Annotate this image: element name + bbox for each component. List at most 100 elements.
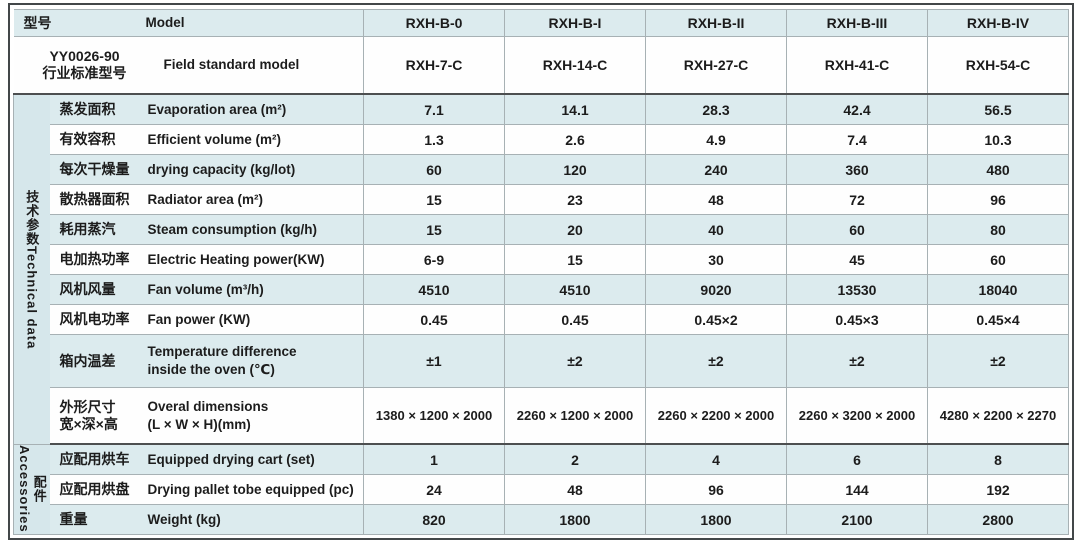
value-cell: 18040 — [927, 274, 1069, 305]
value-cell: 40 — [645, 214, 787, 245]
table-row-radiator-area: 散热器面积 Radiator area (m²) 15 23 48 72 96 — [14, 184, 1069, 215]
table-row-model: 型号 Model RXH-B-0 RXH-B-I RXH-B-II RXH-B-… — [13, 9, 1069, 37]
value-cell: 2.6 — [504, 124, 646, 155]
value-cell: 13530 — [786, 274, 928, 305]
value-cell: 15 — [363, 214, 505, 245]
model-label-cell: 型号 Model — [13, 9, 364, 37]
value-cell: 4280 × 2200 × 2270 — [927, 387, 1069, 445]
row-label-cn: 每次干燥量 — [59, 161, 130, 177]
row-label-en: Drying pallet tobe equipped (pc) — [147, 481, 354, 497]
value-cell: 2260 × 1200 × 2000 — [504, 387, 646, 445]
value-cell: 20 — [504, 214, 646, 245]
value-cell: 480 — [927, 154, 1069, 185]
group-technical-data: 技术参数Technical data — [13, 93, 50, 445]
model-name-cell: RXH-B-IV — [927, 9, 1069, 37]
value-cell: 48 — [504, 474, 646, 505]
row-label-cn: 散热器面积 — [59, 191, 130, 207]
value-cell: 60 — [927, 244, 1069, 275]
group-accessories-cn: 配件 — [31, 475, 47, 504]
group-accessories: 配件 Accessories — [13, 443, 50, 535]
table-row-drying-pallet: 应配用烘盘 Drying pallet tobe equipped (pc) 2… — [14, 474, 1069, 505]
value-cell: 0.45 — [504, 304, 646, 335]
value-cell: 30 — [645, 244, 787, 275]
standard-label-cell: YY0026-90 行业标准型号 Field standard model — [13, 36, 364, 95]
table-row-efficient-volume: 有效容积 Efficient volume (m²) 1.3 2.6 4.9 7… — [14, 124, 1069, 155]
row-label-en: Evaporation area (m²) — [147, 101, 287, 117]
value-cell: 6-9 — [363, 244, 505, 275]
table-row-temperature-difference: 箱内温差 Temperature difference inside the o… — [14, 334, 1069, 388]
table-row-drying-capacity: 每次干燥量 drying capacity (kg/lot) 60 120 24… — [14, 154, 1069, 185]
row-label-en: Electric Heating power(KW) — [147, 251, 325, 267]
value-cell: 48 — [645, 184, 787, 215]
value-cell: ±2 — [927, 334, 1069, 388]
value-cell: 7.1 — [363, 93, 505, 125]
value-cell: 240 — [645, 154, 787, 185]
table-row-evaporation-area: 技术参数Technical data 蒸发面积 Evaporation area… — [13, 93, 1069, 445]
value-cell: 1380 × 1200 × 2000 — [363, 387, 505, 445]
row-label-en: Fan power (KW) — [147, 311, 251, 327]
value-cell: 0.45×2 — [645, 304, 787, 335]
row-label-en: Fan volume (m³/h) — [147, 281, 264, 297]
value-cell: 72 — [786, 184, 928, 215]
value-cell: 1800 — [645, 504, 787, 535]
value-cell: 1 — [363, 443, 505, 475]
value-cell: 144 — [786, 474, 928, 505]
table-row-drying-cart: 配件 Accessories 应配用烘车 Equipped drying car… — [13, 443, 1069, 535]
standard-model-cell: RXH-7-C — [363, 36, 505, 95]
value-cell: 1.3 — [363, 124, 505, 155]
value-cell: 120 — [504, 154, 646, 185]
value-cell: 4 — [645, 443, 787, 475]
value-cell: 4510 — [504, 274, 646, 305]
value-cell: ±2 — [786, 334, 928, 388]
value-cell: 96 — [645, 474, 787, 505]
row-label-en: Temperature difference inside the oven (… — [147, 344, 297, 377]
value-cell: 2800 — [927, 504, 1069, 535]
value-cell: 0.45 — [363, 304, 505, 335]
table-row-electric-heating-power: 电加热功率 Electric Heating power(KW) 6-9 15 … — [14, 244, 1069, 275]
standard-model-cell: RXH-27-C — [645, 36, 787, 95]
value-cell: 4.9 — [645, 124, 787, 155]
row-label-en: drying capacity (kg/lot) — [147, 161, 296, 177]
value-cell: 6 — [786, 443, 928, 475]
row-label-cn: 风机电功率 — [59, 311, 130, 327]
row-label-cn: 应配用烘车 — [59, 451, 130, 467]
row-label-cn: 风机风量 — [59, 281, 116, 297]
row-label-cn: 应配用烘盘 — [59, 481, 130, 497]
table-row-weight: 重量 Weight (kg) 820 1800 1800 2100 2800 — [14, 504, 1069, 535]
value-cell: ±1 — [363, 334, 505, 388]
standard-model-cell: RXH-54-C — [927, 36, 1069, 95]
table-row-steam-consumption: 耗用蒸汽 Steam consumption (kg/h) 15 20 40 6… — [14, 214, 1069, 245]
value-cell: 2 — [504, 443, 646, 475]
row-label-en: Steam consumption (kg/h) — [147, 221, 318, 237]
row-label-cn: 重量 — [59, 511, 88, 527]
value-cell: 0.45×4 — [927, 304, 1069, 335]
spec-table: 型号 Model RXH-B-0 RXH-B-I RXH-B-II RXH-B-… — [13, 9, 1069, 535]
standard-model-cell: RXH-14-C — [504, 36, 646, 95]
row-label-en: Efficient volume (m²) — [147, 131, 282, 147]
row-label-en: Weight (kg) — [147, 511, 221, 527]
row-label-cn: 蒸发面积 — [59, 101, 116, 117]
model-name-cell: RXH-B-II — [645, 9, 787, 37]
row-label-en: Equipped drying cart (set) — [147, 451, 315, 467]
table-row-fan-volume: 风机风量 Fan volume (m³/h) 4510 4510 9020 13… — [14, 274, 1069, 305]
value-cell: 45 — [786, 244, 928, 275]
model-label-cn: 型号 — [23, 14, 52, 31]
table-row-overall-dimensions: 外形尺寸 宽×深×高 Overal dimensions (L × W × H)… — [14, 387, 1069, 445]
value-cell: ±2 — [504, 334, 646, 388]
value-cell: 56.5 — [927, 93, 1069, 125]
model-name-cell: RXH-B-I — [504, 9, 646, 37]
standard-model-cell: RXH-41-C — [786, 36, 928, 95]
model-label-en: Model — [145, 15, 185, 30]
value-cell: 360 — [786, 154, 928, 185]
value-cell: 96 — [927, 184, 1069, 215]
row-label-cn: 箱内温差 — [59, 352, 116, 369]
value-cell: 192 — [927, 474, 1069, 505]
value-cell: 28.3 — [645, 93, 787, 125]
value-cell: 10.3 — [927, 124, 1069, 155]
value-cell: 820 — [363, 504, 505, 535]
group-accessories-label: 配件 Accessories — [17, 445, 47, 533]
value-cell: 14.1 — [504, 93, 646, 125]
value-cell: 9020 — [645, 274, 787, 305]
group-accessories-en: Accessories — [16, 445, 32, 534]
standard-label-en: Field standard model — [163, 57, 300, 72]
